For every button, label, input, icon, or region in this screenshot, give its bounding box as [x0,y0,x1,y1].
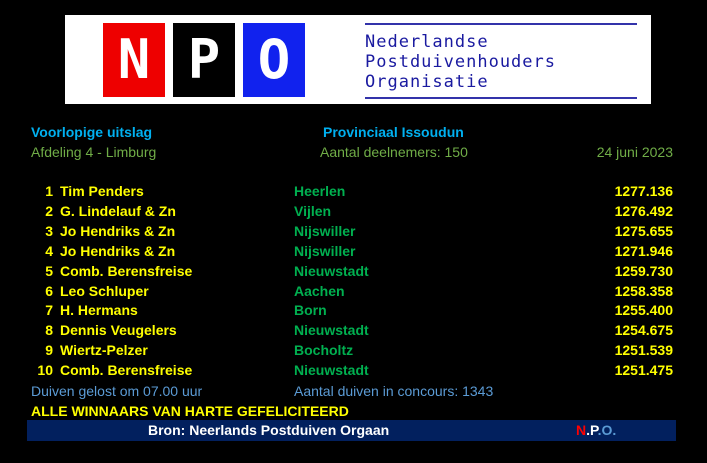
result-rank: 2 [45,202,53,219]
logo-text: Nederlandse Postduivenhouders Organisati… [365,32,556,92]
participants-label: Aantal deelnemers: 150 [320,144,468,160]
result-score: 1271.946 [614,242,673,259]
result-name: Leo Schluper [60,282,149,299]
pigeon-count: Aantal duiven in concours: 1343 [294,383,494,399]
result-row: 8 Dennis Veugelers Nieuwstadt 1254.675 [0,322,707,342]
date-label: 24 juni 2023 [596,144,673,160]
result-rank: 10 [37,362,53,379]
result-score: 1259.730 [614,262,673,279]
result-place: Nieuwstadt [294,262,369,279]
division-label: Afdeling 4 - Limburg [31,144,157,160]
result-row: 5 Comb. Berensfreise Nieuwstadt 1259.730 [0,263,707,283]
npo-p: .P [586,422,598,438]
npo-mark: N.P.O. [576,422,616,438]
logo-divider [365,97,637,99]
result-name: Jo Hendriks & Zn [60,242,176,259]
source-label: Bron: Neerlands Postduiven Orgaan [148,422,390,438]
logo-text-line: Nederlandse [365,32,489,52]
result-rank: 9 [45,342,53,359]
result-name: G. Lindelauf & Zn [60,202,176,219]
result-name: Jo Hendriks & Zn [60,222,176,239]
logo-letter-o: O [257,28,291,91]
result-rank: 3 [45,222,53,239]
logo-n-block: N [103,23,165,97]
result-row: 6 Leo Schluper Aachen 1258.358 [0,283,707,303]
result-place: Bocholtz [294,342,354,359]
result-score: 1254.675 [614,322,673,339]
npo-logo: N P O Nederlandse Postduivenhouders Orga… [65,15,651,104]
result-name: Dennis Veugelers [60,322,177,339]
result-name: Wiertz-Pelzer [60,342,148,359]
status-label: Voorlopige uitslag [31,124,153,140]
result-score: 1251.539 [614,342,673,359]
result-name: H. Hermans [60,302,138,319]
result-place: Nijswiller [294,242,356,259]
result-name: Tim Penders [60,183,144,199]
result-place: Aachen [294,282,345,299]
result-row: 3 Jo Hendriks & Zn Nijswiller 1275.655 [0,223,707,243]
result-place: Born [294,302,327,319]
result-place: Nijswiller [294,222,356,239]
result-row: 10 Comb. Berensfreise Nieuwstadt 1251.475 [0,362,707,382]
logo-divider [365,23,637,25]
logo-o-block: O [243,23,305,97]
result-score: 1255.400 [614,302,673,319]
result-name: Comb. Berensfreise [60,262,193,279]
result-rank: 1 [45,183,53,199]
result-row: 2 G. Lindelauf & Zn Vijlen 1276.492 [0,203,707,223]
release-time: Duiven gelost om 07.00 uur [31,383,203,399]
result-rank: 5 [45,262,53,279]
source-bar: Bron: Neerlands Postduiven Orgaan N.P.O. [27,420,676,441]
result-name: Comb. Berensfreise [60,362,193,379]
result-score: 1275.655 [614,222,673,239]
result-rank: 6 [45,282,53,299]
logo-letter-p: P [187,28,221,91]
logo-text-line: Organisatie [365,72,489,92]
npo-n: N [576,422,587,438]
result-row: 7 H. Hermans Born 1255.400 [0,302,707,322]
result-rank: 8 [45,322,53,339]
result-row: 1 Tim Penders Heerlen 1277.136 [0,183,707,203]
congrats-message: ALLE WINNAARS VAN HARTE GEFELICITEERD [31,403,349,419]
logo-p-block: P [173,23,235,97]
npo-o: .O. [597,422,617,438]
race-title: Provinciaal Issoudun [323,124,464,140]
logo-text-line: Postduivenhouders [365,52,556,72]
result-place: Nieuwstadt [294,362,369,379]
result-rank: 4 [45,242,53,259]
result-row: 4 Jo Hendriks & Zn Nijswiller 1271.946 [0,243,707,263]
result-rank: 7 [45,302,53,319]
result-score: 1277.136 [614,183,673,199]
result-score: 1276.492 [614,202,673,219]
result-place: Vijlen [294,202,332,219]
logo-letter-n: N [117,28,151,91]
result-row: 9 Wiertz-Pelzer Bocholtz 1251.539 [0,342,707,362]
result-place: Heerlen [294,183,346,199]
result-score: 1258.358 [614,282,673,299]
result-place: Nieuwstadt [294,322,369,339]
result-score: 1251.475 [614,362,673,379]
